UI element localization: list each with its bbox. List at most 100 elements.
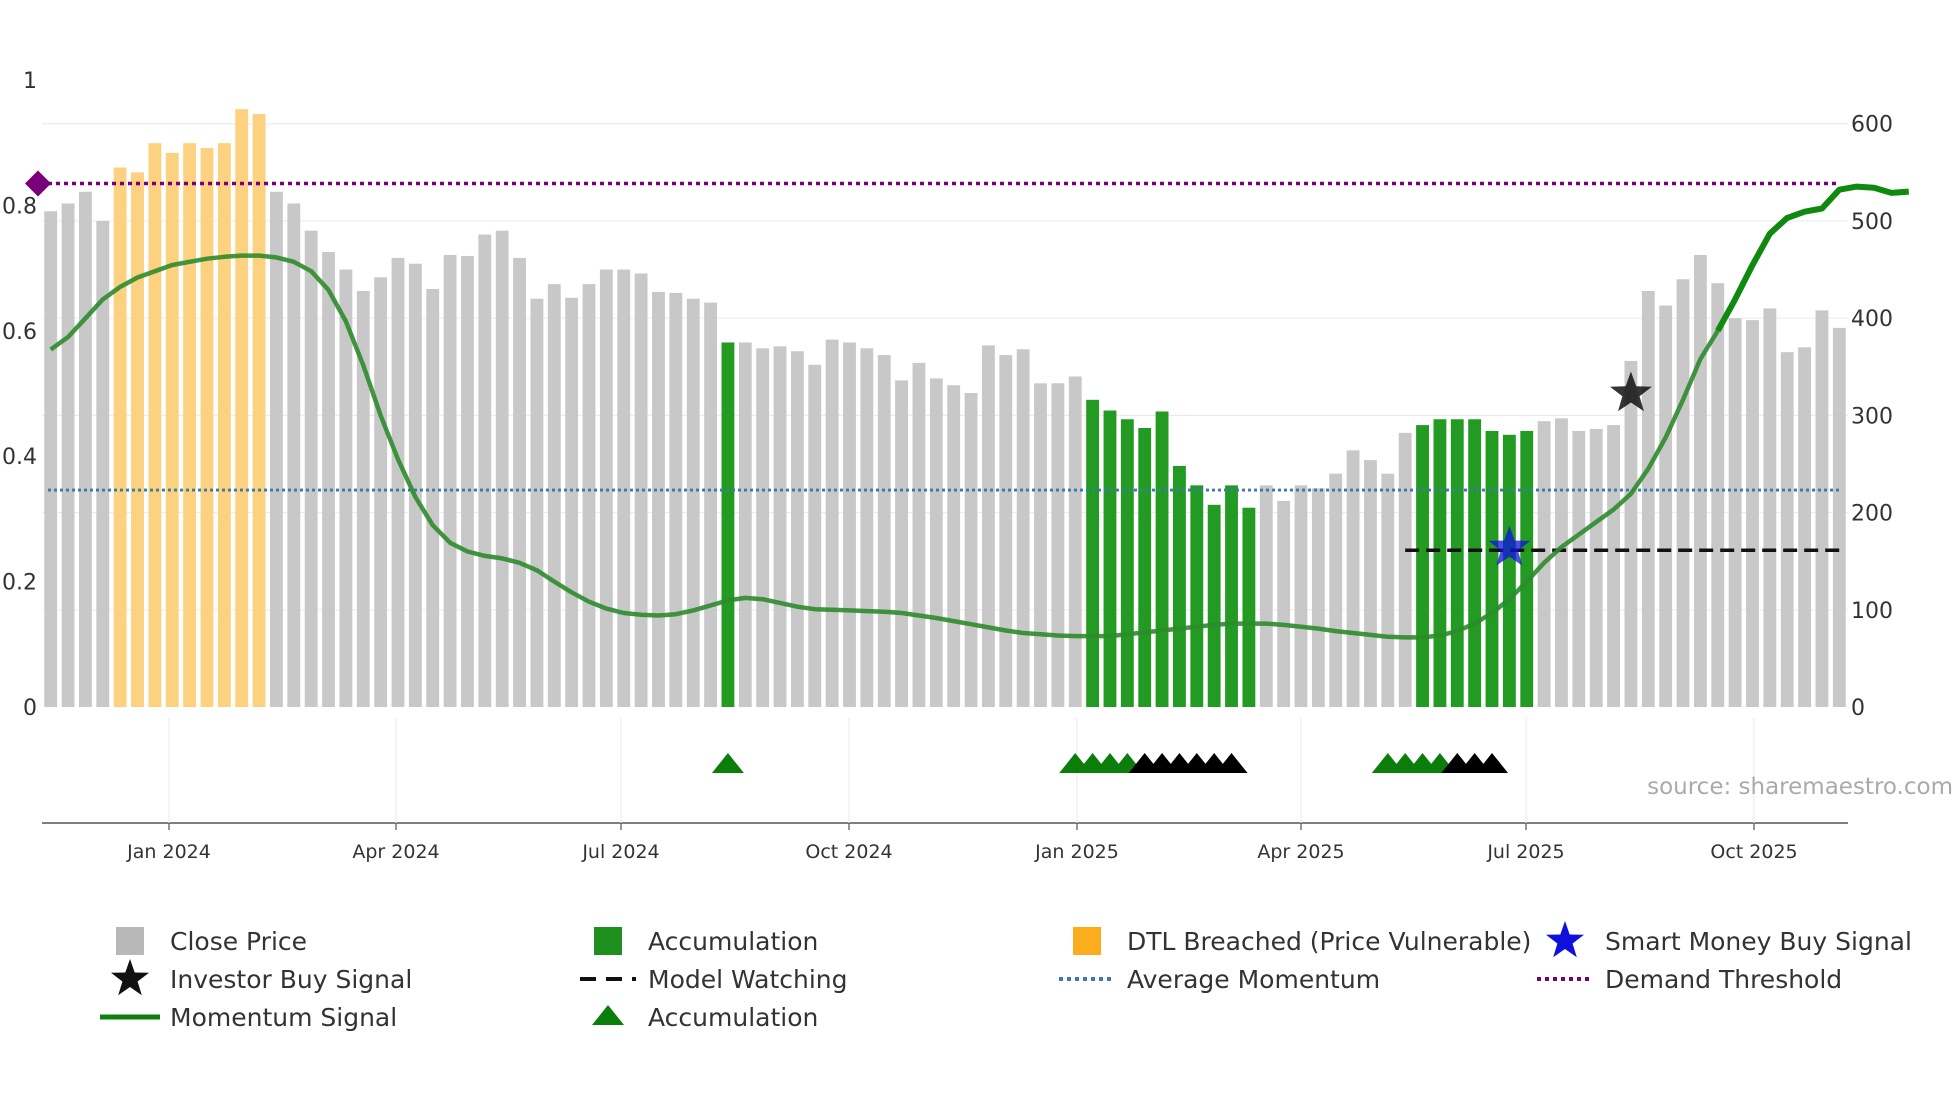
price-bar [686,298,700,707]
price-bars [44,109,1846,708]
x-tick-label: Apr 2024 [352,841,439,863]
price-bar [1207,504,1221,707]
price-bar [1364,460,1377,707]
left-tick-label: 0.2 [2,571,37,596]
price-bar [1155,411,1169,707]
price-bar [1468,419,1482,707]
price-bar [1485,430,1499,707]
x-tick-label: Oct 2024 [805,841,892,863]
price-bar [1138,428,1152,707]
x-tick-label: Jul 2025 [1486,841,1564,863]
legend-swatch-square [1073,927,1101,955]
price-bar [860,348,874,707]
legend-label: Average Momentum [1127,965,1380,994]
price-bar [1746,320,1759,707]
legend-label: Momentum Signal [170,1003,397,1032]
price-bar [1103,410,1117,707]
legend-label: Smart Money Buy Signal [1605,927,1912,956]
price-bar [1450,419,1464,707]
price-bar [1294,485,1308,707]
price-bar [61,203,75,707]
price-bar [947,385,961,707]
price-bar [1068,376,1082,707]
left-tick-label: 0.8 [2,194,37,219]
accumulation-marker [711,753,744,773]
price-bar [1120,419,1134,707]
price-bar [391,257,405,707]
price-bar [252,114,266,707]
price-bar [148,143,162,707]
price-bar [1086,399,1100,707]
price-bar [843,342,856,707]
price-bar [773,346,787,707]
legend-item: Accumulation [592,1003,818,1032]
price-bar [825,339,839,707]
price-bar [339,269,353,707]
price-bar [1798,347,1812,707]
price-bar [1016,349,1030,707]
right-tick-label: 400 [1851,307,1893,332]
price-bar [1641,290,1655,707]
legend-item: Investor Buy Signal [111,959,412,996]
right-tick-label: 100 [1851,599,1893,624]
price-bar [756,348,770,707]
price-bar [78,191,92,708]
price-bar [356,290,370,707]
price-bar [1555,418,1568,707]
price-bar [374,277,388,707]
price-bar [1711,283,1725,707]
price-bar [1381,473,1395,707]
price-bar [1728,318,1742,707]
price-bar [96,220,110,707]
legend-label: Demand Threshold [1605,965,1842,994]
price-bar [478,234,492,707]
x-tick-label: Oct 2025 [1710,841,1797,863]
price-bar [1607,425,1620,707]
price-bar [808,364,822,707]
legend-swatch-square [594,927,622,955]
legend-item: Average Momentum [1059,965,1380,994]
left-tick-label: 0.4 [2,445,37,470]
legend-label: Investor Buy Signal [170,965,412,994]
left-tick-label: 1 [23,69,37,94]
price-bar [895,380,909,707]
price-bar [1624,360,1638,707]
left-axis: 0 0.2 0.4 0.6 0.8 1 [2,69,37,721]
price-bar [1676,279,1690,707]
legend-swatch-square [116,927,144,955]
price-bar [790,351,804,707]
price-bar [1433,419,1447,707]
legend-label: Accumulation [648,1003,818,1032]
price-bar [1311,488,1325,707]
price-bar [1502,434,1516,707]
x-tick-label: Jan 2025 [1034,841,1119,863]
momentum-signal-line [49,253,1720,640]
price-bar [270,191,283,708]
price-bar [1572,430,1586,707]
price-bar [669,292,683,707]
price-bar [738,342,752,707]
price-bar [634,273,648,707]
price-bar [513,257,526,707]
price-bar [200,148,214,708]
price-bar [1520,430,1534,707]
accumulation-marker [1215,753,1248,773]
price-bar [183,143,197,707]
price-bar [1398,432,1412,707]
price-bar [1034,383,1047,707]
price-bar [565,297,579,707]
price-bar [721,342,735,707]
price-bar [131,172,144,708]
source-label: source: sharemaestro.com [1647,774,1953,800]
price-bar [1693,254,1707,708]
price-bar [461,255,474,707]
x-tick-label: Apr 2025 [1257,841,1344,863]
price-bar [704,302,717,707]
price-bar [287,203,301,707]
demand-threshold-marker [25,170,51,197]
price-bar [599,269,613,707]
right-tick-label: 600 [1851,113,1893,138]
legend: Close Price Accumulation DTL Breached (Pri… [100,921,1912,1032]
right-axis: 0 100 200 300 400 500 600 [1851,113,1893,721]
price-bar [1329,473,1343,707]
